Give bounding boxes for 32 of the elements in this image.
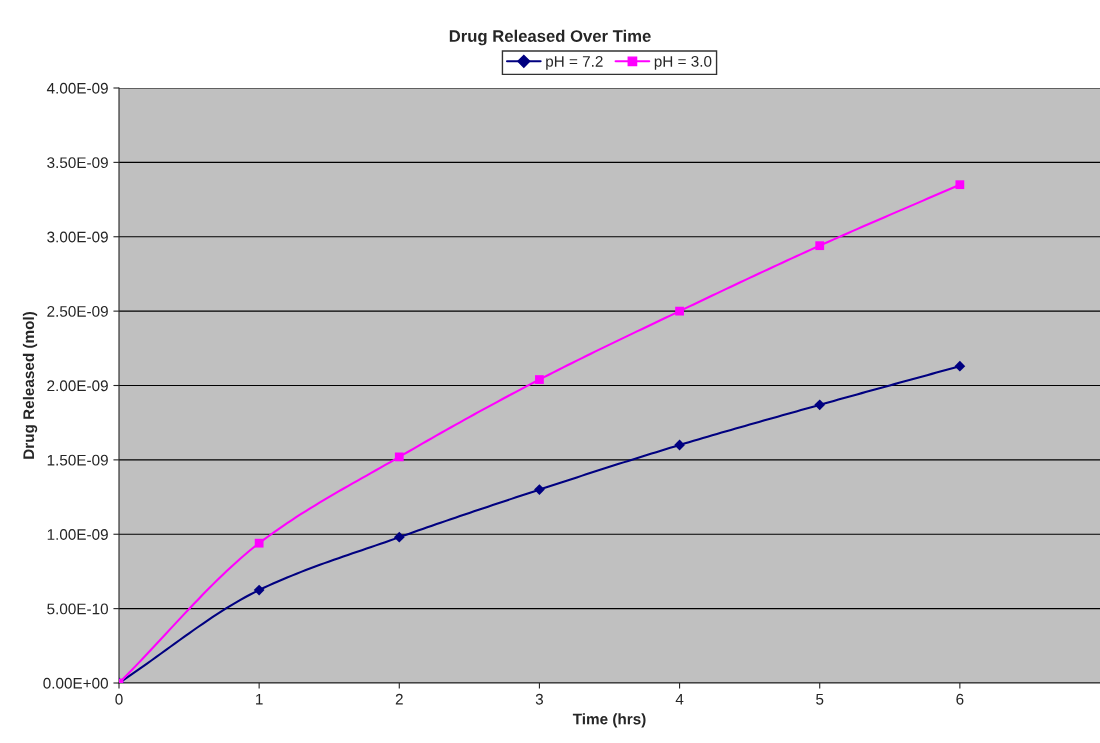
point bbox=[675, 306, 684, 316]
point bbox=[534, 484, 545, 495]
y-tick-label: 2.50E-09 bbox=[47, 305, 108, 317]
x-tick-label: 2 bbox=[395, 693, 403, 705]
x-tick-label: 6 bbox=[956, 693, 964, 705]
y-tick-label: 1.50E-09 bbox=[47, 454, 108, 466]
point bbox=[394, 452, 404, 462]
chart-title: Drug Released Over Time bbox=[449, 29, 651, 46]
y-axis-title: Drug Released (mol) bbox=[22, 311, 38, 459]
point bbox=[814, 399, 826, 411]
y-tick-label: 2.00E-09 bbox=[47, 380, 108, 392]
y-tick-label: 0.00E+00 bbox=[43, 677, 108, 689]
legend-label: pH = 3.0 bbox=[654, 56, 712, 70]
point bbox=[254, 538, 264, 548]
x-tick-label: 3 bbox=[535, 693, 544, 705]
legend-label: pH = 7.2 bbox=[546, 56, 603, 70]
point bbox=[535, 375, 544, 384]
y-tick-label: 4.00E-09 bbox=[46, 82, 108, 94]
x-tick-label: 5 bbox=[816, 693, 824, 705]
x-tick-label: 4 bbox=[675, 693, 684, 705]
point bbox=[954, 360, 966, 372]
y-tick-label: 5.00E-10 bbox=[47, 603, 108, 615]
point bbox=[253, 584, 265, 596]
point bbox=[955, 180, 965, 190]
x-axis-title: Time (hrs) bbox=[572, 713, 646, 728]
x-tick-label: 1 bbox=[256, 693, 263, 705]
point bbox=[393, 531, 405, 543]
y-tick-label: 3.00E-09 bbox=[47, 231, 108, 243]
x-tick-label: 0 bbox=[115, 693, 123, 705]
y-tick-label: 3.50E-09 bbox=[47, 157, 108, 169]
point bbox=[815, 241, 825, 251]
y-tick-label: 1.00E-09 bbox=[47, 529, 108, 540]
